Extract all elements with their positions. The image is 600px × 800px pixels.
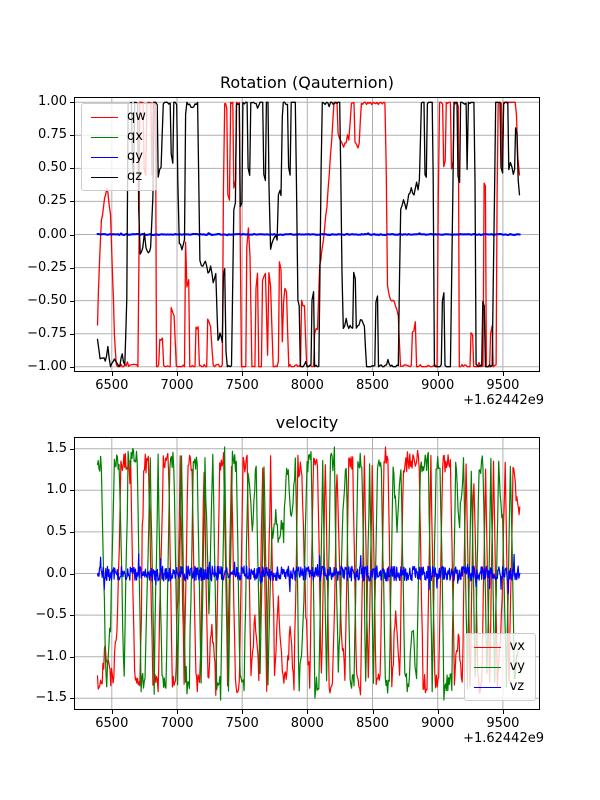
y-tick-label: 1.5 (46, 440, 67, 456)
y-tick-label: 0.00 (38, 226, 67, 242)
y-tick-label: 0.75 (38, 127, 67, 143)
series-qw (96, 101, 521, 368)
series-qz (96, 101, 521, 368)
axis-offset-text: +1.62442e9 (463, 731, 544, 746)
legend-item: vx (473, 639, 525, 655)
x-tick-label: 8000 (290, 378, 324, 393)
x-tick (372, 372, 374, 376)
x-tick (242, 710, 244, 714)
qy-legend-line-icon (91, 156, 118, 158)
x-tick (502, 710, 504, 714)
y-tick-label: 0.25 (38, 193, 67, 209)
y-tick (70, 267, 74, 269)
axis-offset-text: +1.62442e9 (463, 393, 544, 408)
chart-title: velocity (275, 413, 339, 432)
legend-label: vy (509, 659, 525, 674)
legend-item: qy (91, 149, 146, 165)
x-tick (502, 372, 504, 376)
qx-legend-line-icon (91, 136, 118, 138)
x-tick (177, 710, 178, 714)
y-tick-label: 0.5 (46, 523, 67, 539)
x-tick-label: 8500 (355, 716, 390, 731)
x-tick (177, 372, 178, 376)
x-tick-label: 9000 (421, 716, 455, 731)
chart-title: Rotation (Qauternion) (220, 73, 394, 92)
legend-label: qw (127, 109, 146, 124)
y-tick (70, 333, 74, 335)
legend-item: vz (473, 679, 525, 695)
y-tick-label: −0.50 (27, 292, 67, 308)
y-tick-label: −1.0 (35, 648, 67, 664)
y-tick-label: −0.25 (27, 259, 67, 275)
x-tick-label: 6500 (95, 716, 129, 731)
legend-label: qy (127, 149, 143, 164)
y-tick (70, 490, 74, 492)
x-tick-label: 7500 (225, 378, 259, 393)
x-tick (307, 372, 309, 376)
x-tick (111, 372, 113, 376)
y-tick (70, 656, 74, 658)
x-tick (437, 710, 439, 714)
x-tick (307, 710, 309, 714)
legend-label: vz (509, 679, 525, 694)
x-tick (111, 710, 113, 714)
legend: vx vy vz (463, 633, 536, 701)
y-tick-label: 0.50 (38, 160, 67, 176)
vx-legend-line-icon (473, 646, 501, 648)
y-tick (70, 135, 74, 137)
x-tick (242, 372, 244, 376)
y-tick (70, 102, 74, 104)
y-tick (70, 615, 74, 617)
y-tick (70, 448, 74, 450)
y-tick-label: 1.00 (38, 94, 67, 110)
x-tick-label: 6500 (95, 378, 129, 393)
y-tick (70, 234, 74, 236)
series-vx (96, 446, 521, 696)
vz-legend-line-icon (473, 686, 501, 688)
x-tick (437, 372, 439, 376)
legend-label: qz (127, 169, 143, 184)
x-tick-label: 7500 (225, 716, 259, 731)
legend-label: vx (509, 639, 525, 654)
chart-velocity: velocity vx vy vz +1.62442e9 6500 7000 7500 8… (35, 413, 544, 746)
y-tick (70, 300, 74, 302)
y-tick (70, 201, 74, 203)
legend-label: qx (127, 129, 143, 144)
x-tick-label: 9500 (486, 716, 520, 731)
legend-item: qz (91, 169, 146, 185)
y-tick (70, 531, 74, 533)
legend-item: vy (473, 659, 525, 675)
y-tick (70, 573, 74, 575)
plot-area (74, 437, 540, 710)
legend-item: qx (91, 129, 146, 145)
plot-area (74, 97, 540, 372)
qw-legend-line-icon (91, 116, 118, 118)
y-tick (70, 168, 74, 170)
x-tick-label: 8500 (355, 378, 390, 393)
y-tick-label: −1.00 (27, 358, 67, 374)
x-tick-label: 9500 (486, 378, 520, 393)
qz-legend-line-icon (91, 176, 118, 178)
x-tick-label: 7000 (160, 378, 194, 393)
series-vy (96, 446, 519, 701)
y-tick-label: −1.5 (35, 690, 67, 706)
legend-item: qw (91, 109, 146, 125)
series-qy (96, 232, 521, 237)
legend: qw qx qy qz (81, 103, 157, 191)
x-tick-label: 9000 (421, 378, 455, 393)
y-tick-label: −0.75 (27, 325, 67, 341)
x-tick-label: 8000 (290, 716, 324, 731)
y-tick (70, 698, 74, 700)
y-tick (70, 366, 74, 368)
series-vz (96, 553, 521, 595)
chart-rotation: Rotation (Qauternion) qw qx qy qz +1.62442e… (27, 73, 544, 408)
y-tick-label: −0.5 (35, 607, 67, 623)
x-tick-label: 7000 (160, 716, 194, 731)
y-tick-label: 0.0 (46, 565, 67, 581)
vy-legend-line-icon (473, 666, 501, 668)
x-tick (372, 710, 374, 714)
y-tick-label: 1.0 (46, 482, 67, 498)
